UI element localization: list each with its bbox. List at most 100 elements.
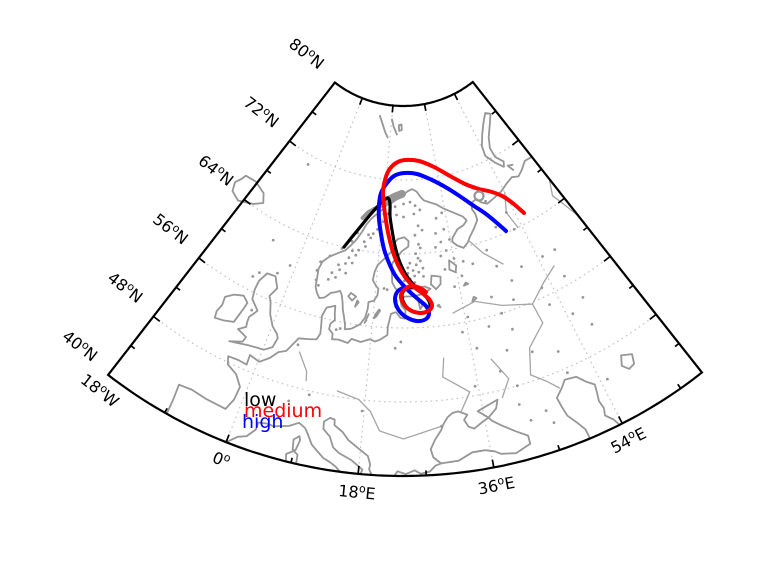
island-dot	[413, 274, 416, 278]
lat-tick	[288, 140, 297, 147]
lat-tick-minor	[311, 111, 317, 116]
island-dot	[471, 262, 475, 266]
island-dot	[466, 315, 470, 319]
lat-tick-minor	[537, 168, 543, 173]
island-dot	[512, 298, 515, 301]
island-dot	[315, 269, 319, 272]
island-dot	[418, 246, 422, 250]
island-dot	[330, 271, 334, 275]
island-dot	[402, 202, 405, 206]
river-rhine	[298, 351, 308, 382]
island-dot	[421, 266, 425, 270]
lat-label: 40oN	[59, 326, 102, 366]
island-dot	[500, 311, 504, 315]
lon-tick-top	[391, 105, 394, 113]
trajectory-high	[376, 170, 508, 324]
island-dot	[393, 346, 397, 350]
coastline-svalbard-1	[379, 114, 389, 139]
river-ob	[548, 179, 580, 217]
island-dot	[258, 271, 261, 274]
lat-tick	[603, 255, 611, 262]
coastline-aral-sea	[620, 353, 635, 370]
lon-tick-top	[423, 103, 427, 112]
island-dot	[581, 296, 585, 299]
coastline-troms-coast	[379, 189, 406, 208]
island-dot	[319, 260, 322, 264]
grid-parallel	[198, 255, 611, 329]
legend-label-low: low	[244, 389, 276, 411]
island-dot	[338, 327, 342, 330]
lat-tick	[243, 198, 251, 206]
island-dot	[490, 295, 493, 299]
island-dot	[515, 384, 519, 388]
trajectories	[342, 157, 526, 324]
island-dot	[347, 256, 351, 260]
island-dot	[417, 270, 421, 274]
lon-tick-minor	[163, 407, 168, 414]
island-dot	[434, 216, 438, 220]
lon-label: 0o	[210, 447, 233, 472]
island-dot	[412, 212, 416, 216]
island-dot	[411, 269, 415, 272]
grid-meridian	[357, 105, 394, 474]
lat-tick-minor	[674, 342, 680, 348]
lon-tick-top	[453, 93, 459, 101]
grid-parallel	[153, 313, 657, 403]
island-dot	[338, 268, 341, 272]
island-dot	[541, 255, 544, 258]
lat-tick-minor	[130, 344, 136, 350]
coastline-lake-rybinsk	[471, 295, 478, 303]
island-dot	[417, 242, 420, 246]
island-dot	[420, 228, 424, 232]
island-dot	[360, 409, 364, 413]
coastline-europe-mainland	[165, 155, 533, 415]
lon-label: 18oE	[338, 480, 377, 503]
island-dot	[328, 254, 332, 258]
island-dot	[440, 211, 444, 215]
island-dot	[495, 264, 499, 268]
island-dot	[566, 371, 569, 375]
island-dot	[408, 200, 412, 204]
coastline-azov-sea	[476, 398, 499, 419]
island-dot	[504, 211, 508, 214]
river-volga	[452, 300, 561, 389]
coastline-lake-ladoga	[430, 274, 442, 291]
island-dot	[334, 276, 337, 279]
coastline-lake-vattern	[354, 299, 360, 308]
island-dot	[337, 263, 340, 267]
island-dot	[307, 393, 311, 397]
coastline-svalbard-2	[391, 118, 398, 136]
river-don	[490, 358, 510, 399]
island-dot	[395, 213, 398, 217]
island-dot	[529, 418, 533, 422]
island-dot	[317, 283, 320, 287]
lon-tick	[491, 459, 495, 468]
island-dot	[414, 252, 418, 256]
island-dot	[351, 249, 354, 253]
island-dot	[393, 205, 397, 209]
island-dot	[552, 421, 556, 424]
island-dot	[422, 275, 425, 278]
island-dot	[453, 285, 456, 288]
lat-tick	[557, 197, 565, 204]
island-dot	[367, 233, 370, 237]
island-dot	[540, 286, 544, 290]
island-dot	[590, 322, 594, 326]
lat-label: 80oN	[285, 33, 328, 73]
island-dot	[461, 330, 464, 334]
island-dot	[413, 233, 417, 237]
island-dot	[371, 232, 375, 236]
coastline-britain	[228, 272, 279, 351]
island-dot	[556, 350, 560, 353]
coastline-svalbard-3	[397, 123, 403, 132]
island-dot	[406, 266, 410, 270]
graticule-grid	[153, 93, 657, 474]
island-dot	[334, 328, 338, 331]
coastline-gotland	[373, 308, 381, 320]
coastline-adriatic-balkan	[322, 417, 373, 476]
island-dot	[288, 264, 292, 267]
island-dot	[473, 384, 477, 388]
lat-label: 72oN	[240, 92, 283, 132]
